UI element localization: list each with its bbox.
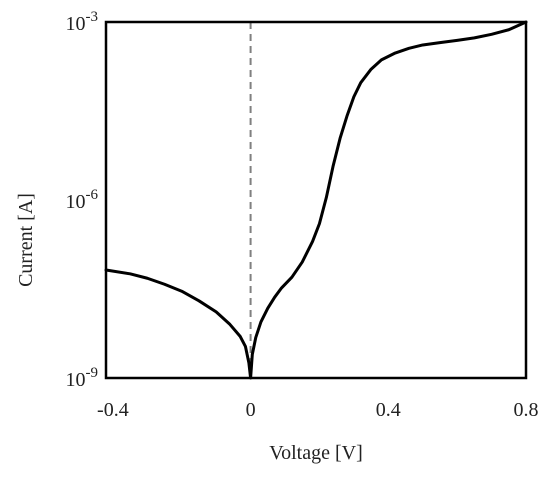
x-tick-label: 0 — [246, 399, 256, 421]
y-tick-label: 10-6 — [66, 187, 99, 213]
x-axis-title: Voltage [V] — [269, 442, 363, 464]
x-tick-label: 0.8 — [514, 399, 539, 421]
y-axis-title: Current [A] — [15, 193, 37, 287]
iv-curve-line — [106, 22, 526, 378]
x-tick-label: 0.4 — [376, 399, 401, 421]
y-tick-label: 10-3 — [66, 9, 99, 35]
x-tick-label: -0.4 — [97, 399, 129, 421]
plot-frame — [106, 22, 526, 378]
y-tick-label: 10-9 — [66, 365, 99, 391]
